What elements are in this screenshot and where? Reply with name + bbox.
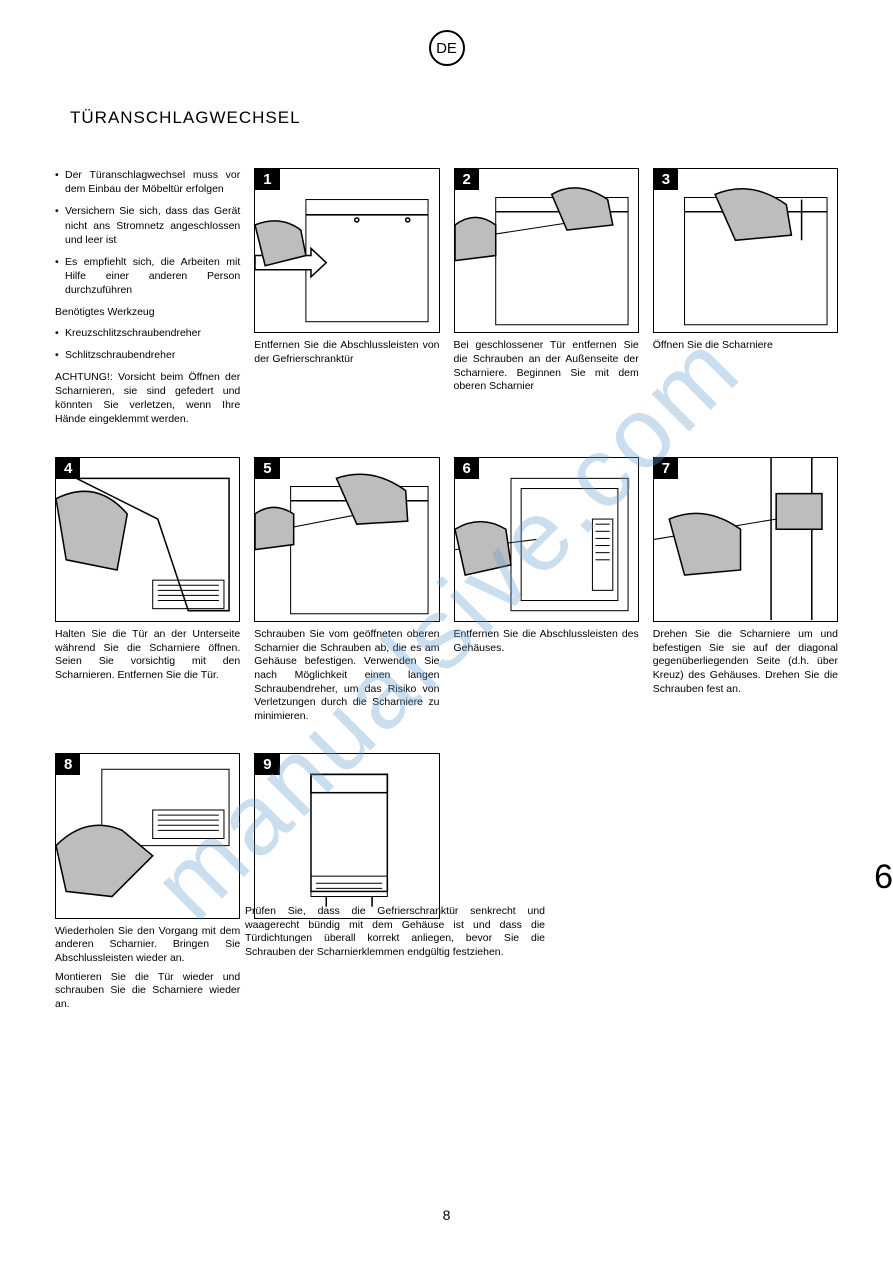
step-number: 5 xyxy=(255,458,279,479)
step-number: 6 xyxy=(455,458,479,479)
step-1-figure: 1 xyxy=(254,168,439,333)
step-7-figure: 7 xyxy=(653,457,838,622)
page-number: 8 xyxy=(443,1207,451,1223)
page-title: TÜRANSCHLAGWECHSEL xyxy=(70,108,838,128)
diagram-icon xyxy=(56,754,239,917)
step-6-figure: 6 xyxy=(454,457,639,622)
step-8-figure: 8 xyxy=(55,753,240,918)
step-2: 2 Bei geschlossener Tür entfernen Sie di… xyxy=(454,168,639,427)
step-2-figure: 2 xyxy=(454,168,639,333)
step-2-caption: Bei geschlossener Tür entfernen Sie die … xyxy=(454,339,639,394)
step-number: 8 xyxy=(56,754,80,775)
step-7: 7 Drehen Sie die Scharniere um und befes… xyxy=(653,457,838,724)
step-number: 3 xyxy=(654,169,678,190)
step-4-caption: Halten Sie die Tür an der Unterseite wäh… xyxy=(55,628,240,683)
step-3-figure: 3 xyxy=(653,168,838,333)
step-3: 3 Öffnen Sie die Scharniere xyxy=(653,168,838,427)
diagram-icon xyxy=(255,169,438,332)
step-9-caption: Prüfen Sie, dass die Gefrierschranktür s… xyxy=(245,905,545,960)
step-number: 1 xyxy=(255,169,279,190)
step-1-caption: Entfernen Sie die Abschlussleisten von d… xyxy=(254,339,439,366)
step-3-caption: Öffnen Sie die Scharniere xyxy=(653,339,838,353)
step-number: 9 xyxy=(255,754,279,775)
step-9: 9 xyxy=(254,753,439,1011)
step-1: 1 Entfernen Sie die Abschlussleisten von… xyxy=(254,168,439,427)
step-7-caption: Drehen Sie die Scharniere um und befesti… xyxy=(653,628,838,696)
tool-item: Schlitzschraubendreher xyxy=(55,348,240,362)
diagram-icon xyxy=(255,458,438,621)
step-number: 4 xyxy=(56,458,80,479)
warning-text: ACHTUNG!: Vorsicht beim Öffnen der Schar… xyxy=(55,370,240,427)
intro-bullet: Versichern Sie sich, dass das Gerät nich… xyxy=(55,204,240,247)
step-number: 7 xyxy=(654,458,678,479)
step-5-figure: 5 xyxy=(254,457,439,622)
intro-bullet: Es empfiehlt sich, die Arbeiten mit Hilf… xyxy=(55,255,240,298)
tool-item: Kreuzschlitzschraubendreher xyxy=(55,326,240,340)
step-5-caption: Schrauben Sie vom geöffneten oberen Scha… xyxy=(254,628,439,723)
section-number: 6 xyxy=(874,858,893,897)
tools-heading: Benötigtes Werkzeug xyxy=(55,305,240,319)
step-5: 5 Schrauben Sie vom geöffneten oberen Sc… xyxy=(254,457,439,724)
step-8: 8 Wiederholen Sie den Vorgang mit dem an… xyxy=(55,753,240,1011)
diagram-icon xyxy=(654,458,837,621)
language-badge: DE xyxy=(429,30,465,66)
diagram-icon xyxy=(455,169,638,332)
step-6: 6 Entfernen Sie die Abschlussleisten des… xyxy=(454,457,639,724)
step-number: 2 xyxy=(455,169,479,190)
intro-column: Der Türanschlagwechsel muss vor dem Einb… xyxy=(55,168,240,427)
intro-bullet: Der Türanschlagwechsel muss vor dem Einb… xyxy=(55,168,240,196)
step-8-caption: Wiederholen Sie den Vorgang mit dem ande… xyxy=(55,925,240,966)
diagram-icon xyxy=(56,458,239,621)
step-6-caption: Entfernen Sie die Abschlussleisten des G… xyxy=(454,628,639,655)
step-4: 4 Halten Sie die Tür an der Unterseite w… xyxy=(55,457,240,724)
step-8-caption-2: Montieren Sie die Tür wieder und schraub… xyxy=(55,971,240,1012)
step-9-figure: 9 xyxy=(254,753,439,918)
diagram-icon xyxy=(455,458,638,621)
diagram-icon xyxy=(654,169,837,332)
diagram-icon xyxy=(255,754,438,917)
step-4-figure: 4 xyxy=(55,457,240,622)
